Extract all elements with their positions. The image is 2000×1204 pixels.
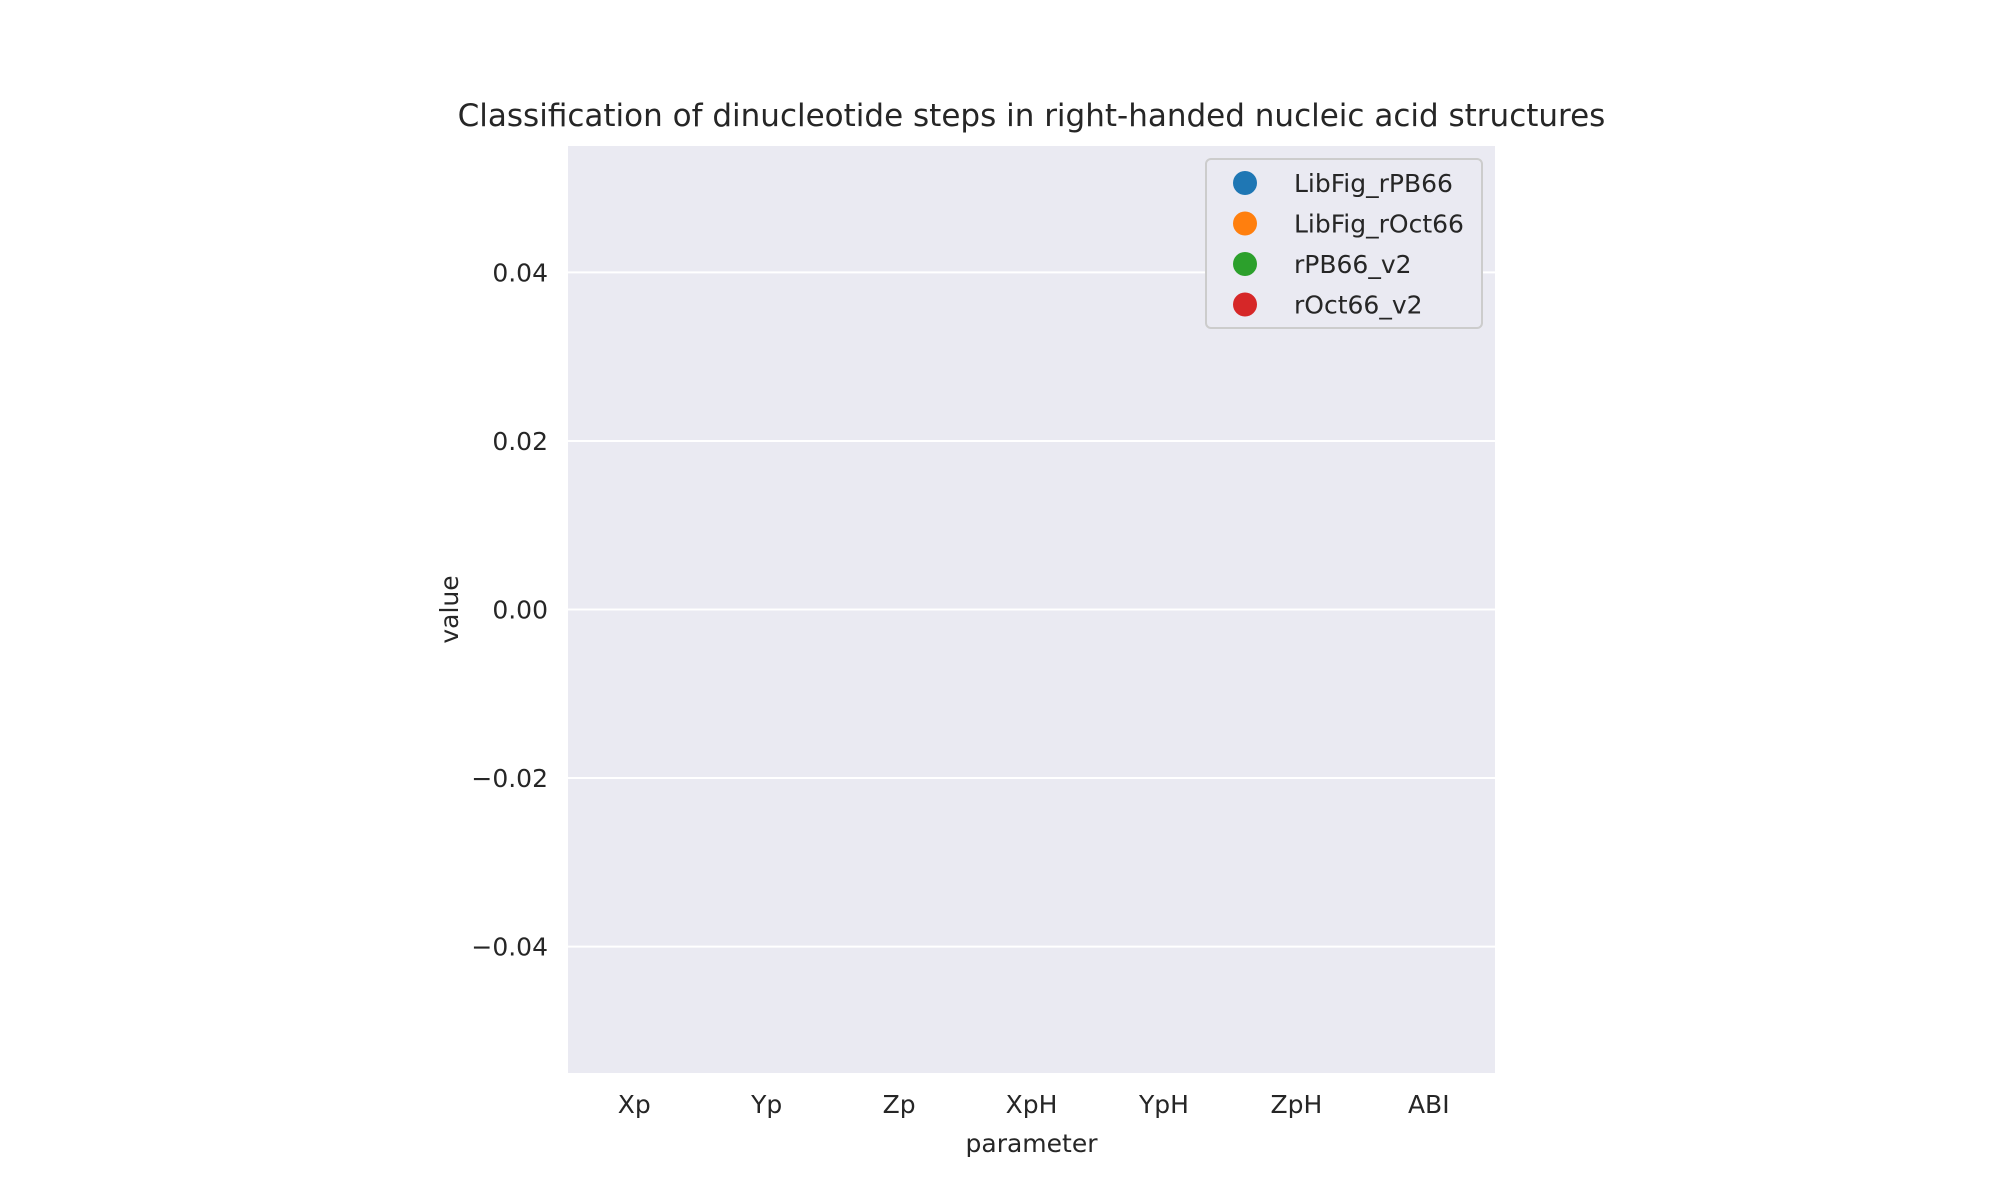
x-tick-label: ZpH bbox=[1270, 1090, 1322, 1119]
legend-marker bbox=[1233, 171, 1257, 195]
x-tick-label: Yp bbox=[750, 1090, 782, 1119]
x-axis-ticks: Xp Yp Zp XpH YpH ZpH ABI bbox=[618, 1090, 1450, 1119]
legend-marker bbox=[1233, 252, 1257, 276]
y-axis-label: value bbox=[435, 575, 464, 643]
y-tick-label: 0.00 bbox=[492, 596, 548, 625]
y-tick-label: 0.04 bbox=[492, 258, 548, 287]
legend-marker bbox=[1233, 211, 1257, 236]
y-axis-ticks: 0.04 0.02 0.00 −0.02 −0.04 bbox=[471, 258, 548, 961]
legend-label: rOct66_v2 bbox=[1294, 291, 1423, 320]
legend-box bbox=[1205, 158, 1483, 329]
y-tick-label: −0.04 bbox=[471, 933, 548, 962]
legend-items: LibFig_rPB66 LibFig_rOct66 rPB66_v2 rOct66_… bbox=[1233, 169, 1464, 320]
legend-label: LibFig_rOct66 bbox=[1294, 210, 1464, 239]
y-tick-label: 0.02 bbox=[492, 427, 548, 456]
chart-title: Classification of dinucleotide steps in … bbox=[458, 98, 1606, 134]
x-tick-label: Zp bbox=[883, 1090, 916, 1119]
x-tick-label: Xp bbox=[618, 1090, 651, 1119]
x-tick-label: YpH bbox=[1138, 1090, 1189, 1119]
y-tick-label: −0.02 bbox=[471, 764, 548, 793]
legend-label: rPB66_v2 bbox=[1294, 250, 1412, 279]
legend-marker bbox=[1233, 292, 1257, 317]
x-axis-label: parameter bbox=[966, 1129, 1099, 1158]
x-tick-label: ABI bbox=[1408, 1090, 1450, 1119]
legend: LibFig_rPB66 LibFig_rOct66 rPB66_v2 rOct66_… bbox=[1205, 158, 1483, 329]
x-tick-label: XpH bbox=[1006, 1090, 1058, 1119]
legend-label: LibFig_rPB66 bbox=[1294, 169, 1453, 198]
